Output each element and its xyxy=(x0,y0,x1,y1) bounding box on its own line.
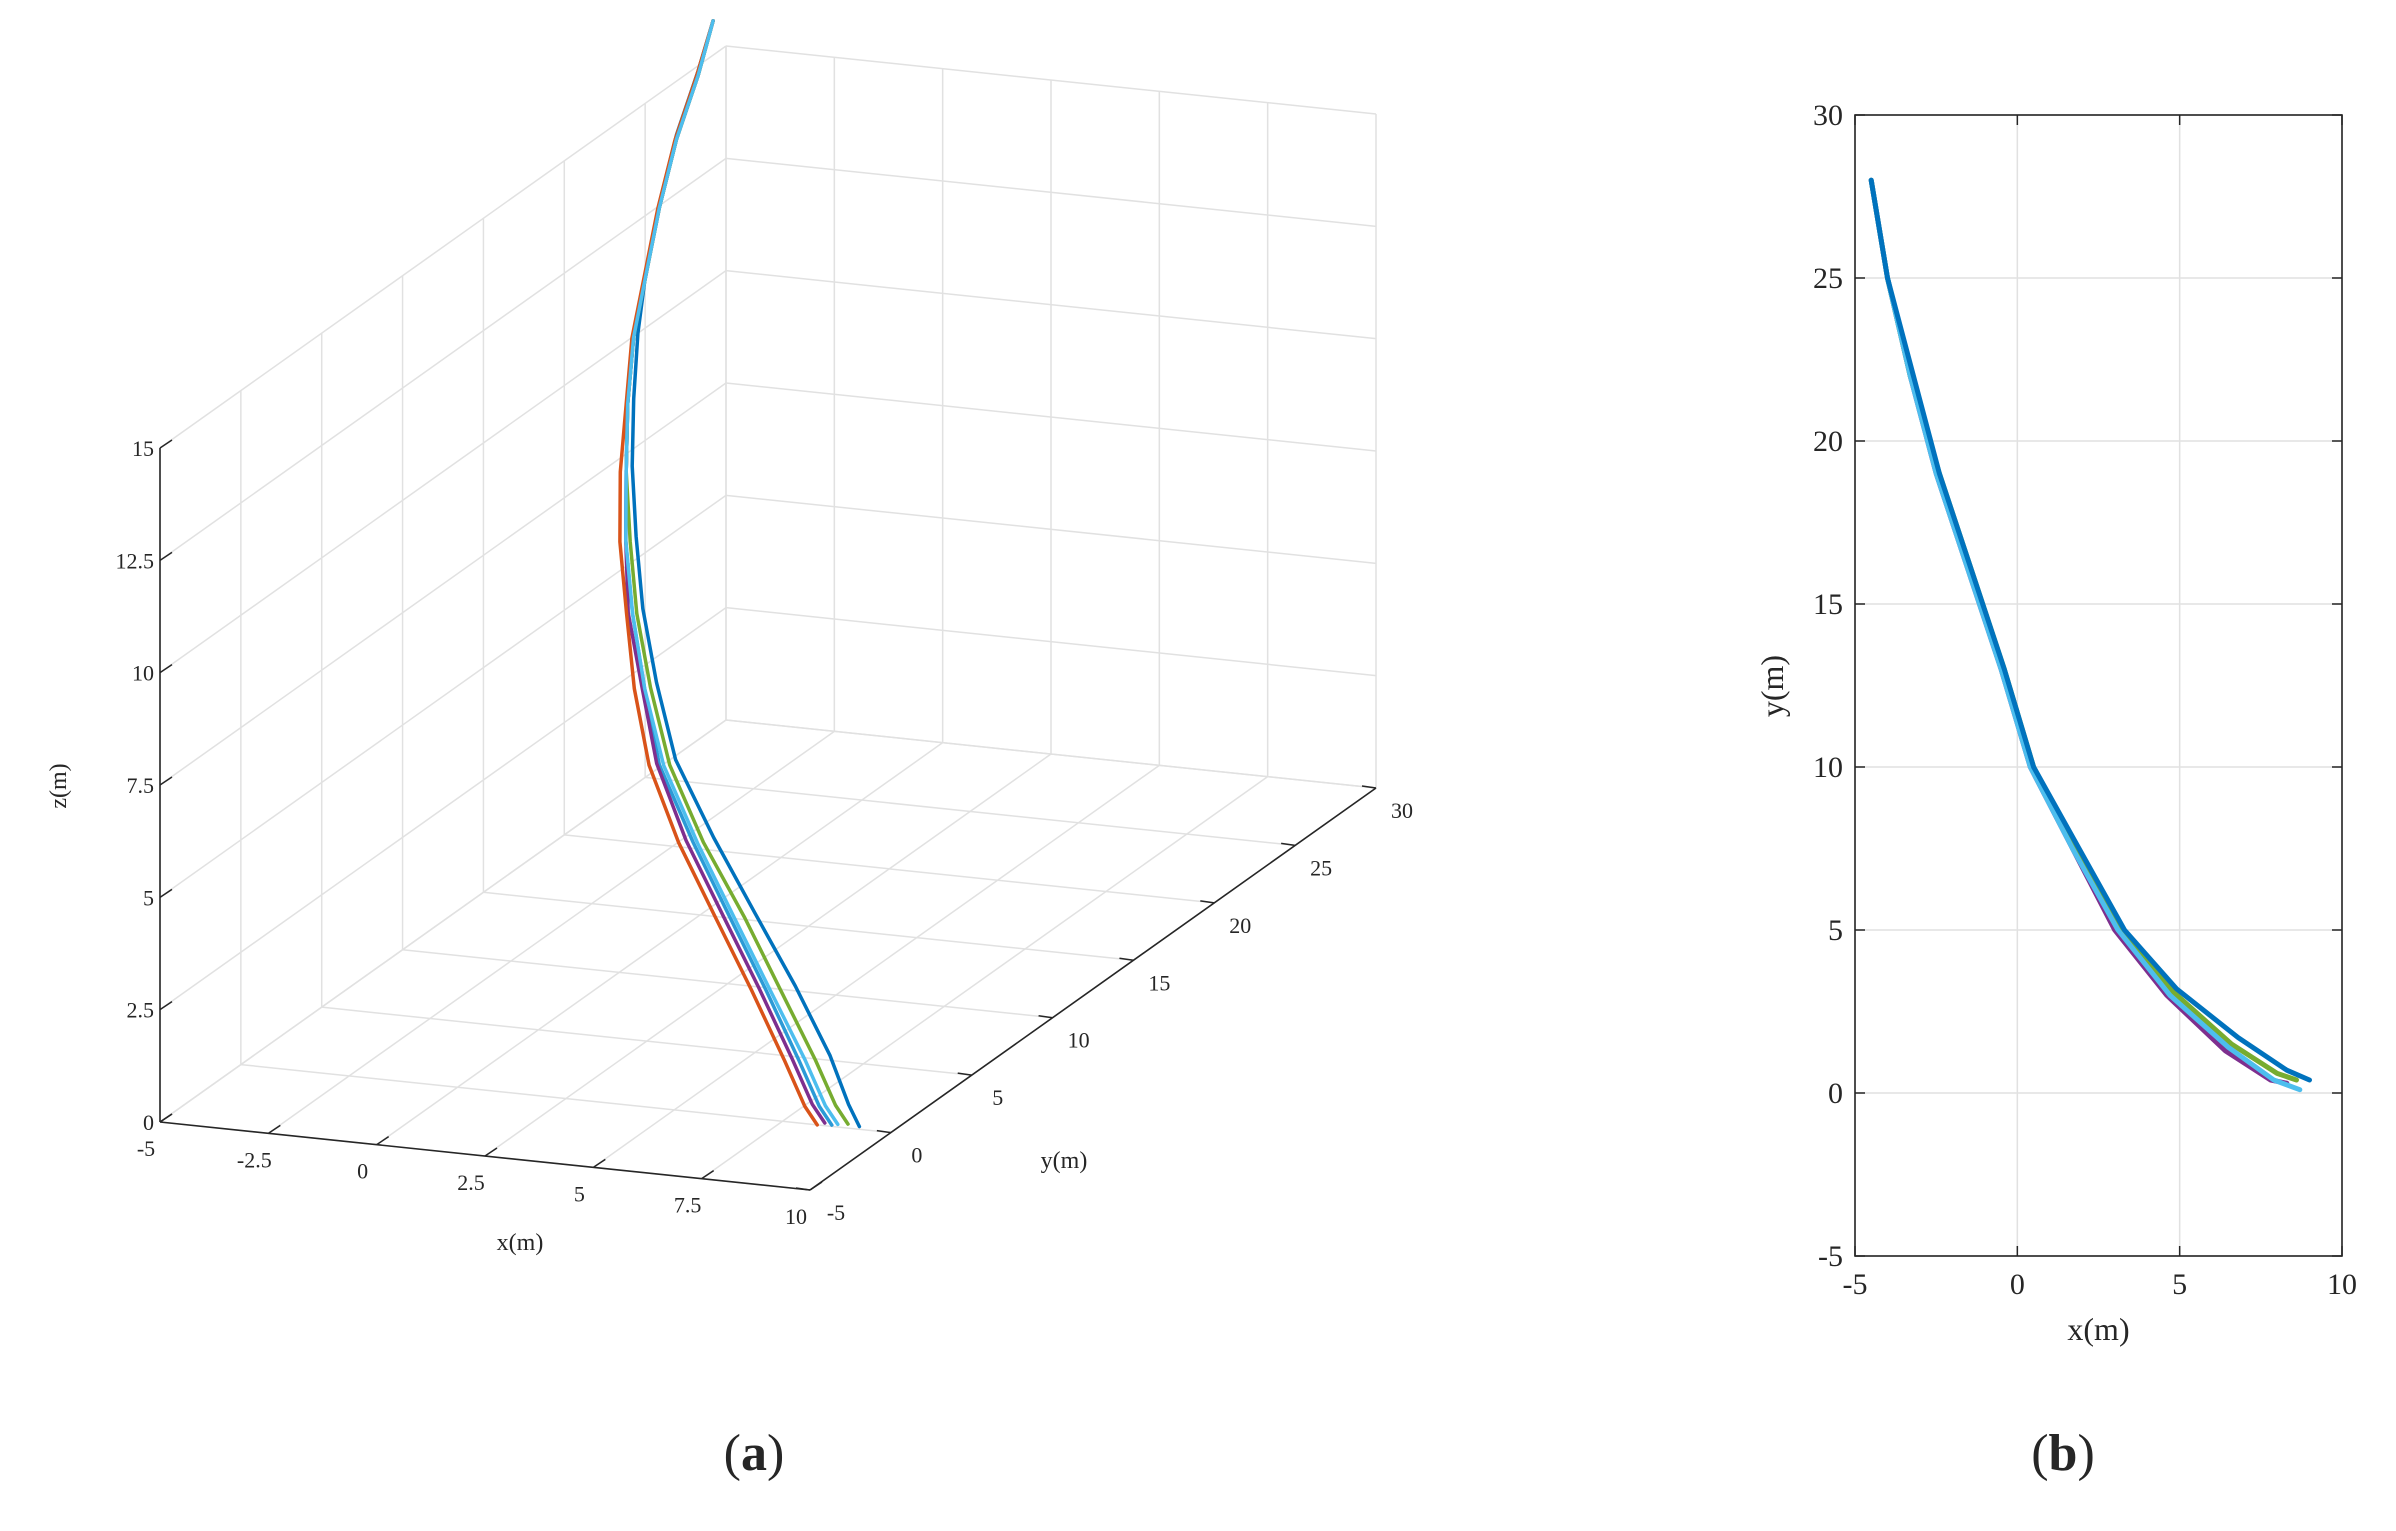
grid-side-z xyxy=(159,270,727,674)
y-axis-line xyxy=(809,787,1377,1191)
grid-floor-y xyxy=(321,1006,972,1076)
x-tick-label: 10 xyxy=(2327,1268,2357,1301)
y-tick-label: 15 xyxy=(1813,588,1843,621)
y-tick-label: 5 xyxy=(992,1085,1003,1110)
grid-back-z xyxy=(725,719,1377,789)
trajectory-line-2d xyxy=(1868,177,2303,1093)
y-tick-label: 30 xyxy=(1391,798,1413,823)
grid-floor-x xyxy=(267,730,835,1134)
z-tick-label: 0 xyxy=(143,1110,154,1135)
y-tick-mark xyxy=(1361,785,1377,789)
trajectory-line-2d xyxy=(1868,177,2312,1083)
grid-side-z xyxy=(159,45,727,449)
trajectory-line-3d xyxy=(624,19,840,1127)
y-tick-label: 25 xyxy=(1310,855,1332,880)
x-tick-label: 0 xyxy=(357,1159,368,1184)
x-tick-mark xyxy=(592,1158,606,1168)
z-axis-label: z(m) xyxy=(46,763,72,808)
trajectory-line-2d xyxy=(1868,177,2290,1086)
grid-back-z xyxy=(725,382,1377,452)
grid-side-z xyxy=(159,157,727,561)
grid-floor-x xyxy=(701,776,1269,1180)
grid-floor-y xyxy=(402,948,1053,1019)
x-tick-mark xyxy=(267,1124,281,1134)
x-tick-label: 7.5 xyxy=(674,1193,702,1218)
y-tick-mark xyxy=(1038,1014,1053,1019)
z-tick-mark xyxy=(159,1001,173,1011)
z-tick-label: 10 xyxy=(132,661,154,686)
x-tick-label: 2.5 xyxy=(457,1170,485,1195)
y-tick-label: 10 xyxy=(1813,751,1843,784)
trajectory-line-2d xyxy=(1868,177,2299,1083)
x-tick-label: -5 xyxy=(1843,1268,1868,1301)
x-tick-label: -2.5 xyxy=(237,1147,272,1172)
z-tick-mark xyxy=(159,888,173,898)
plot-frame xyxy=(1854,114,2343,1257)
x-tick-mark xyxy=(484,1147,498,1157)
z-tick-mark xyxy=(159,439,173,449)
grid-floor-y xyxy=(564,834,1215,904)
x-tick-mark xyxy=(701,1170,715,1180)
y-tick-label: 20 xyxy=(1813,425,1843,458)
x-tick-label: -5 xyxy=(137,1136,155,1161)
y-tick-mark xyxy=(1281,842,1296,847)
z-tick-label: 15 xyxy=(132,436,154,461)
x-tick-mark xyxy=(376,1136,390,1146)
x-tick-label: 5 xyxy=(2172,1268,2187,1301)
grid-side-z xyxy=(159,719,727,1123)
y-axis-label: y(m) xyxy=(1041,1148,1088,1174)
x-tick-label: 5 xyxy=(574,1181,585,1206)
y-axis-label: y(m) xyxy=(1754,655,1790,717)
y-tick-label: 0 xyxy=(1828,1077,1843,1110)
z-tick-label: 12.5 xyxy=(116,548,155,573)
grid-back-z xyxy=(725,157,1377,228)
x-tick-mark xyxy=(159,1113,173,1123)
chart-2d-trajectory: -5 0 5 10 -5 0 5 10 15 20 25 30 x(m) y(m) xyxy=(1754,99,2357,1347)
y-tick-mark xyxy=(1200,900,1215,904)
y-tick-label: 15 xyxy=(1148,970,1170,995)
trajectory-line-3d xyxy=(618,19,819,1127)
grid-floor-x xyxy=(484,753,1052,1157)
grid-floor-x xyxy=(376,742,944,1146)
x-axis-label: x(m) xyxy=(2067,1311,2129,1347)
z-tick-mark xyxy=(159,664,173,674)
grid-floor-y xyxy=(240,1063,891,1134)
grid-floor-y xyxy=(645,776,1296,847)
y-tick-label: 20 xyxy=(1229,913,1251,938)
grid-back-z xyxy=(725,494,1377,565)
y-tick-label: 30 xyxy=(1813,99,1843,132)
y-tick-label: -5 xyxy=(1818,1240,1843,1273)
y-tick-label: 10 xyxy=(1068,1028,1090,1053)
z-tick-mark xyxy=(159,776,173,786)
y-tick-label: 5 xyxy=(1828,914,1843,947)
y-tick-label: 25 xyxy=(1813,262,1843,295)
z-tick-mark xyxy=(159,551,173,561)
panel-label-b: (b) xyxy=(2031,1425,2095,1482)
grid-floor-y xyxy=(483,891,1134,962)
grid-back-z xyxy=(725,269,1377,340)
z-tick-label: 2.5 xyxy=(127,998,155,1023)
x-tick-label: 10 xyxy=(785,1204,807,1229)
grid-side-z xyxy=(159,494,727,898)
y-tick-mark xyxy=(957,1072,972,1076)
y-tick-label: -5 xyxy=(827,1200,845,1225)
y-tick-mark xyxy=(1119,957,1134,962)
z-tick-label: 7.5 xyxy=(127,773,155,798)
x-tick-mark xyxy=(809,1181,823,1191)
y-tick-mark xyxy=(876,1129,891,1134)
y-tick-mark xyxy=(795,1187,811,1191)
grid-floor-x xyxy=(592,764,1160,1168)
grid-back-z xyxy=(725,45,1377,115)
y-tick-label: 0 xyxy=(911,1143,922,1168)
grid-back-z xyxy=(725,606,1377,677)
x-tick-label: 0 xyxy=(2010,1268,2025,1301)
z-tick-label: 5 xyxy=(143,885,154,910)
x-axis-label: x(m) xyxy=(497,1230,544,1256)
trajectory-line-3d xyxy=(624,19,834,1127)
panel-label-a: (a) xyxy=(724,1425,785,1482)
